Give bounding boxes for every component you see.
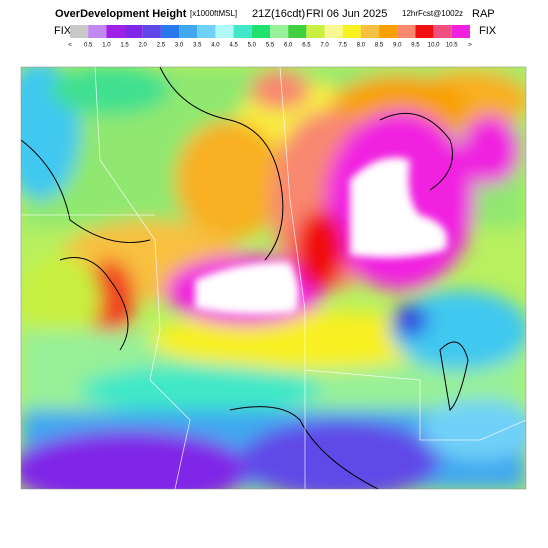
- legend-label: 10.5: [446, 43, 458, 49]
- color-legend: <0.5 1.0 1.5 2.0 2.5 3.0 3.5 4.0 4.5 5.0 5.5 6.0 6.5…: [68, 25, 472, 49]
- legend-label: 2.5: [157, 43, 166, 49]
- legend-swatch: [142, 25, 161, 38]
- legend-swatch: [360, 25, 380, 38]
- valid-time: 21Z(16cdt): [252, 8, 305, 20]
- legend-swatch: [342, 25, 361, 38]
- map-frame: [20, 66, 527, 490]
- legend-swatch: [124, 25, 143, 38]
- legend-label: 7.5: [339, 43, 348, 49]
- legend-swatch: [251, 25, 270, 38]
- legend-label: 1.5: [120, 43, 129, 49]
- legend-swatch: [215, 25, 234, 38]
- legend-label: 3.0: [175, 43, 184, 49]
- legend-label: 5.5: [266, 43, 275, 49]
- legend-label: 10.0: [428, 43, 440, 49]
- legend-left-label: FIX: [54, 25, 72, 37]
- legend-swatch: [70, 25, 89, 38]
- legend-swatch: [179, 25, 198, 38]
- legend-swatch: [379, 25, 398, 38]
- forecast: 12hrFcst@1002z: [402, 9, 463, 18]
- legend-label: 9.5: [411, 43, 420, 49]
- legend-label: 4.0: [211, 43, 220, 49]
- legend-label: 2.0: [139, 43, 148, 49]
- legend-swatch: [324, 25, 343, 38]
- legend-label: 8.0: [357, 43, 366, 49]
- legend-swatch: [160, 25, 180, 38]
- legend-swatch: [197, 25, 216, 38]
- legend-label: 5.0: [248, 43, 257, 49]
- legend-label: 9.0: [393, 43, 402, 49]
- units: [x1000ftMSL]: [190, 9, 237, 18]
- legend-swatch: [288, 25, 307, 38]
- date: FRI 06 Jun 2025: [306, 8, 387, 20]
- legend-label: 8.5: [375, 43, 384, 49]
- legend-label: 3.5: [193, 43, 202, 49]
- legend-swatch: [88, 25, 107, 38]
- legend-label: 6.5: [302, 43, 311, 49]
- legend-swatch: [106, 25, 125, 38]
- legend-swatch: [433, 25, 452, 38]
- legend-swatch: [451, 25, 470, 38]
- legend-label: 6.0: [284, 43, 293, 49]
- title: OverDevelopment Height: [55, 8, 187, 20]
- legend-label: 0.5: [84, 43, 93, 49]
- legend-swatch: [397, 25, 416, 38]
- legend-swatch: [233, 25, 252, 38]
- legend-swatch: [270, 25, 289, 38]
- legend-label: 1.0: [102, 43, 111, 49]
- legend-label: >: [468, 43, 472, 49]
- legend-right-label: FIX: [479, 25, 497, 37]
- legend-label: <: [68, 43, 72, 49]
- legend-label: 7.0: [320, 43, 329, 49]
- model: RAP: [472, 8, 495, 20]
- legend-swatch: [415, 25, 434, 38]
- map-field: [21, 67, 526, 489]
- legend-label: 4.5: [229, 43, 238, 49]
- legend-swatch: [306, 25, 325, 38]
